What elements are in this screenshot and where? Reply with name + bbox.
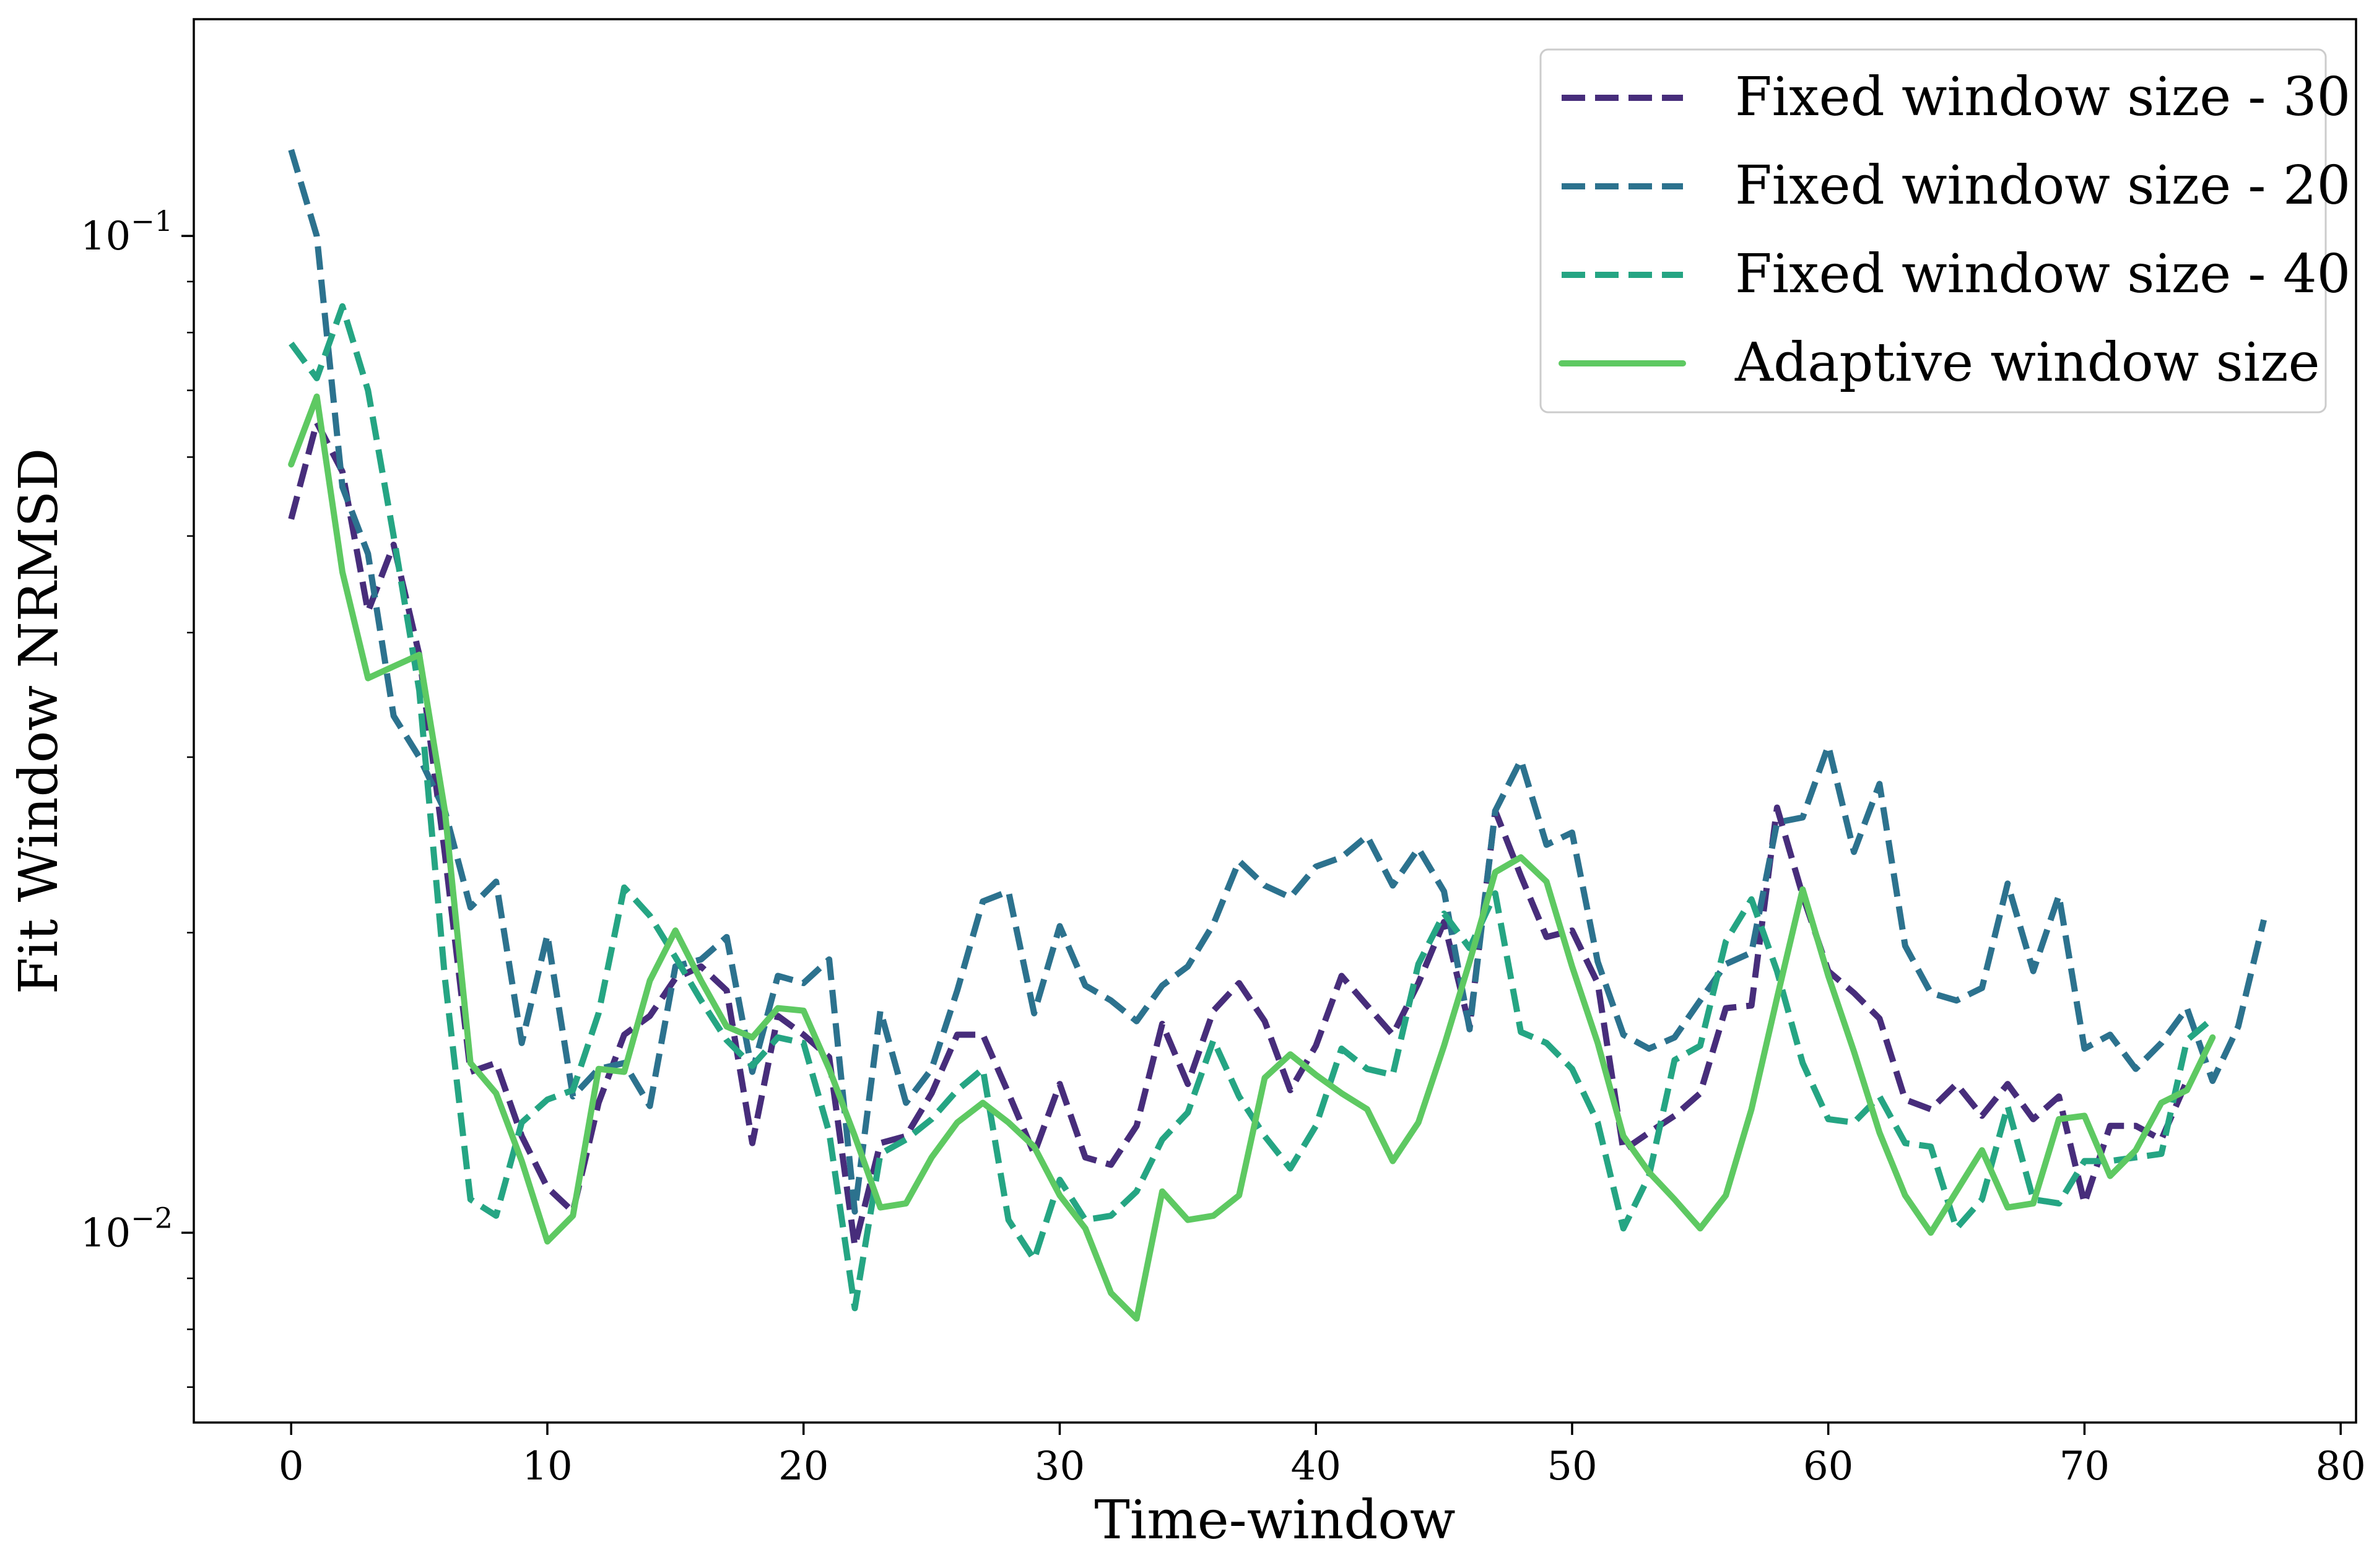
x-axis: 0 10 20 30 40 50 60 70 80 <box>279 1423 2366 1489</box>
series-layer <box>288 149 2267 1322</box>
legend-box <box>1539 48 2327 414</box>
series-line-0 <box>288 419 2190 1249</box>
x-tick-label: 70 <box>2059 1444 2110 1489</box>
plot-frame <box>193 18 2357 1424</box>
x-tick-label: 40 <box>1290 1444 1341 1489</box>
y-axis: 10−1 10−2 <box>80 204 194 1388</box>
x-tick-label: 20 <box>778 1444 828 1489</box>
legend-label-2: Fixed window size - 40 <box>1735 243 2350 305</box>
y-tick-label: 10−2 <box>80 1201 173 1256</box>
series-line-3 <box>288 393 2216 1322</box>
x-tick-label: 60 <box>1803 1444 1853 1489</box>
legend: Fixed window size - 30 Fixed window size … <box>1539 48 2350 414</box>
legend-label-0: Fixed window size - 30 <box>1735 66 2350 128</box>
legend-label-3: Adaptive window size <box>1734 332 2320 394</box>
series-line-2 <box>289 303 2215 1312</box>
y-tick-label: 10−1 <box>80 204 173 259</box>
x-tick-label: 30 <box>1035 1444 1085 1489</box>
x-axis-label: Time-window <box>1094 1489 1455 1551</box>
x-tick-label: 80 <box>2315 1444 2365 1489</box>
series-line-1 <box>288 149 2267 1215</box>
legend-label-1: Fixed window size - 20 <box>1735 155 2350 217</box>
x-tick-label: 0 <box>279 1444 304 1489</box>
x-tick-label: 50 <box>1547 1444 1597 1489</box>
y-axis-label: Fit Window NRMSD <box>8 448 70 995</box>
x-tick-label: 10 <box>522 1444 572 1489</box>
